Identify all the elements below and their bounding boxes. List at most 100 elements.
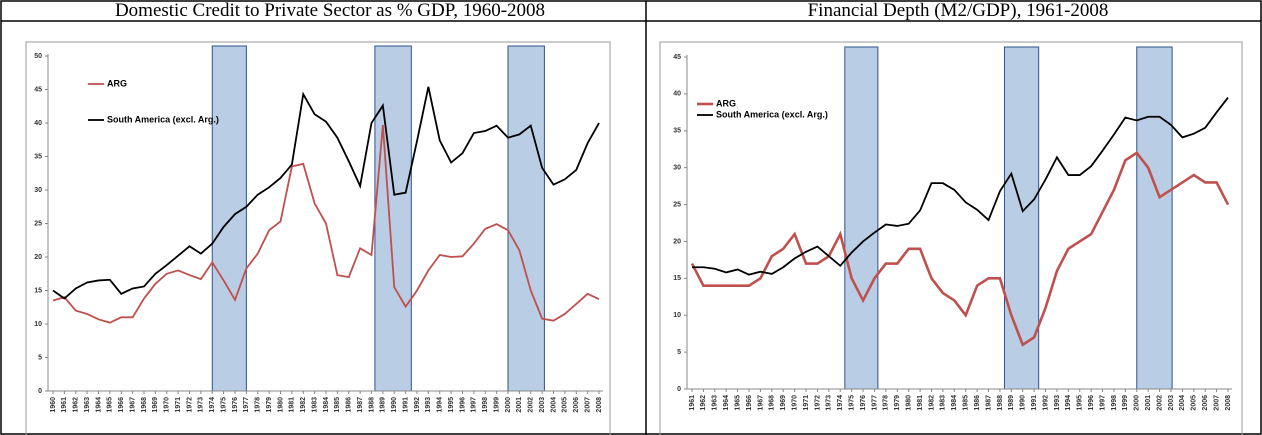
chart-title: Domestic Credit to Private Sector as % G… xyxy=(115,0,545,21)
x-tick-label: 1968 xyxy=(141,397,148,413)
x-tick-label: 1975 xyxy=(849,395,856,411)
y-tick-label: 5 xyxy=(677,349,681,356)
y-tick-label: 35 xyxy=(673,128,681,135)
x-tick-label: 2001 xyxy=(1145,395,1152,411)
legend-label: ARG xyxy=(716,98,736,108)
x-tick-label: 2002 xyxy=(528,397,535,413)
y-tick-label: 10 xyxy=(34,321,42,328)
x-tick-label: 1981 xyxy=(917,395,924,411)
x-tick-label: 1978 xyxy=(255,397,262,413)
x-tick-label: 2003 xyxy=(539,397,546,413)
x-tick-label: 2008 xyxy=(596,397,603,413)
y-tick-label: 10 xyxy=(673,312,681,319)
x-tick-label: 1983 xyxy=(311,397,318,413)
x-tick-label: 1996 xyxy=(459,397,466,413)
x-tick-label: 1960 xyxy=(50,397,57,413)
x-tick-label: 1992 xyxy=(1042,395,1049,411)
x-tick-label: 1986 xyxy=(346,397,353,413)
x-tick-label: 1980 xyxy=(277,397,284,413)
x-tick-label: 1975 xyxy=(220,397,227,413)
y-tick-label: 25 xyxy=(34,220,42,227)
x-tick-label: 1997 xyxy=(1099,395,1106,411)
y-tick-label: 0 xyxy=(677,386,681,393)
x-tick-label: 2000 xyxy=(505,397,512,413)
x-tick-label: 2004 xyxy=(550,397,557,413)
y-tick-label: 50 xyxy=(34,53,42,60)
x-tick-label: 1989 xyxy=(1008,395,1015,411)
y-tick-label: 20 xyxy=(34,254,42,261)
x-tick-label: 1985 xyxy=(334,397,341,413)
x-tick-label: 1984 xyxy=(323,397,330,413)
x-tick-label: 1999 xyxy=(1122,395,1129,411)
x-tick-label: 1982 xyxy=(928,395,935,411)
chart-frame xyxy=(659,41,1243,435)
x-tick-label: 1965 xyxy=(107,397,114,413)
x-tick-label: 1963 xyxy=(712,395,719,411)
x-tick-label: 2007 xyxy=(584,397,591,413)
series-line xyxy=(52,86,600,300)
x-tick-label: 1991 xyxy=(402,397,409,413)
x-tick-label: 1993 xyxy=(425,397,432,413)
x-tick-label: 1964 xyxy=(95,397,102,413)
x-tick-label: 1995 xyxy=(448,397,455,413)
shaded-period xyxy=(374,45,412,392)
x-tick-label: 1994 xyxy=(437,397,444,413)
x-tick-label: 1986 xyxy=(974,395,981,411)
y-tick-label: 35 xyxy=(34,153,42,160)
x-tick-label: 1964 xyxy=(723,395,730,411)
x-tick-label: 1991 xyxy=(1031,395,1038,411)
x-tick-label: 1997 xyxy=(471,397,478,413)
x-tick-label: 1976 xyxy=(232,397,239,413)
shaded-period xyxy=(507,45,545,392)
y-tick-label: 25 xyxy=(673,201,681,208)
x-tick-label: 1967 xyxy=(129,397,136,413)
x-tick-label: 1984 xyxy=(951,395,958,411)
x-tick-label: 2005 xyxy=(1191,395,1198,411)
x-tick-label: 1977 xyxy=(871,395,878,411)
x-tick-label: 1976 xyxy=(860,395,867,411)
x-tick-label: 1973 xyxy=(198,397,205,413)
x-tick-label: 1978 xyxy=(883,395,890,411)
x-tick-label: 2004 xyxy=(1179,395,1186,411)
x-tick-label: 1963 xyxy=(84,397,91,413)
x-tick-label: 1971 xyxy=(175,397,182,413)
x-tick-label: 1966 xyxy=(118,397,125,413)
x-tick-label: 1977 xyxy=(243,397,250,413)
x-tick-label: 1962 xyxy=(73,397,80,413)
y-tick-label: 15 xyxy=(34,287,42,294)
y-tick-label: 45 xyxy=(673,54,681,61)
x-tick-label: 1999 xyxy=(493,397,500,413)
x-tick-label: 1980 xyxy=(906,395,913,411)
x-tick-label: 1990 xyxy=(391,397,398,413)
x-tick-label: 1973 xyxy=(826,395,833,411)
y-tick-label: 0 xyxy=(38,388,42,395)
x-tick-label: 1988 xyxy=(368,397,375,413)
legend-label: ARG xyxy=(107,78,127,88)
shaded-period xyxy=(1003,46,1040,390)
x-tick-label: 1981 xyxy=(289,397,296,413)
x-tick-label: 2006 xyxy=(1202,395,1209,411)
x-tick-label: 1983 xyxy=(940,395,947,411)
x-tick-label: 1967 xyxy=(757,395,764,411)
x-tick-label: 1995 xyxy=(1077,395,1084,411)
y-tick-label: 15 xyxy=(673,275,681,282)
x-tick-label: 2006 xyxy=(573,397,580,413)
x-tick-label: 1996 xyxy=(1088,395,1095,411)
x-tick-label: 1965 xyxy=(734,395,741,411)
x-tick-label: 1972 xyxy=(186,397,193,413)
x-tick-label: 1974 xyxy=(837,395,844,411)
x-tick-label: 1970 xyxy=(164,397,171,413)
series-line xyxy=(52,124,600,324)
x-tick-label: 2001 xyxy=(516,397,523,413)
x-tick-label: 1972 xyxy=(814,395,821,411)
x-tick-label: 1985 xyxy=(963,395,970,411)
x-tick-label: 1989 xyxy=(380,397,387,413)
x-tick-label: 1971 xyxy=(803,395,810,411)
x-tick-label: 2002 xyxy=(1156,395,1163,411)
x-tick-label: 1969 xyxy=(152,397,159,413)
x-tick-label: 2007 xyxy=(1213,395,1220,411)
y-tick-label: 40 xyxy=(34,120,42,127)
x-tick-label: 1988 xyxy=(997,395,1004,411)
x-tick-label: 1979 xyxy=(266,397,273,413)
